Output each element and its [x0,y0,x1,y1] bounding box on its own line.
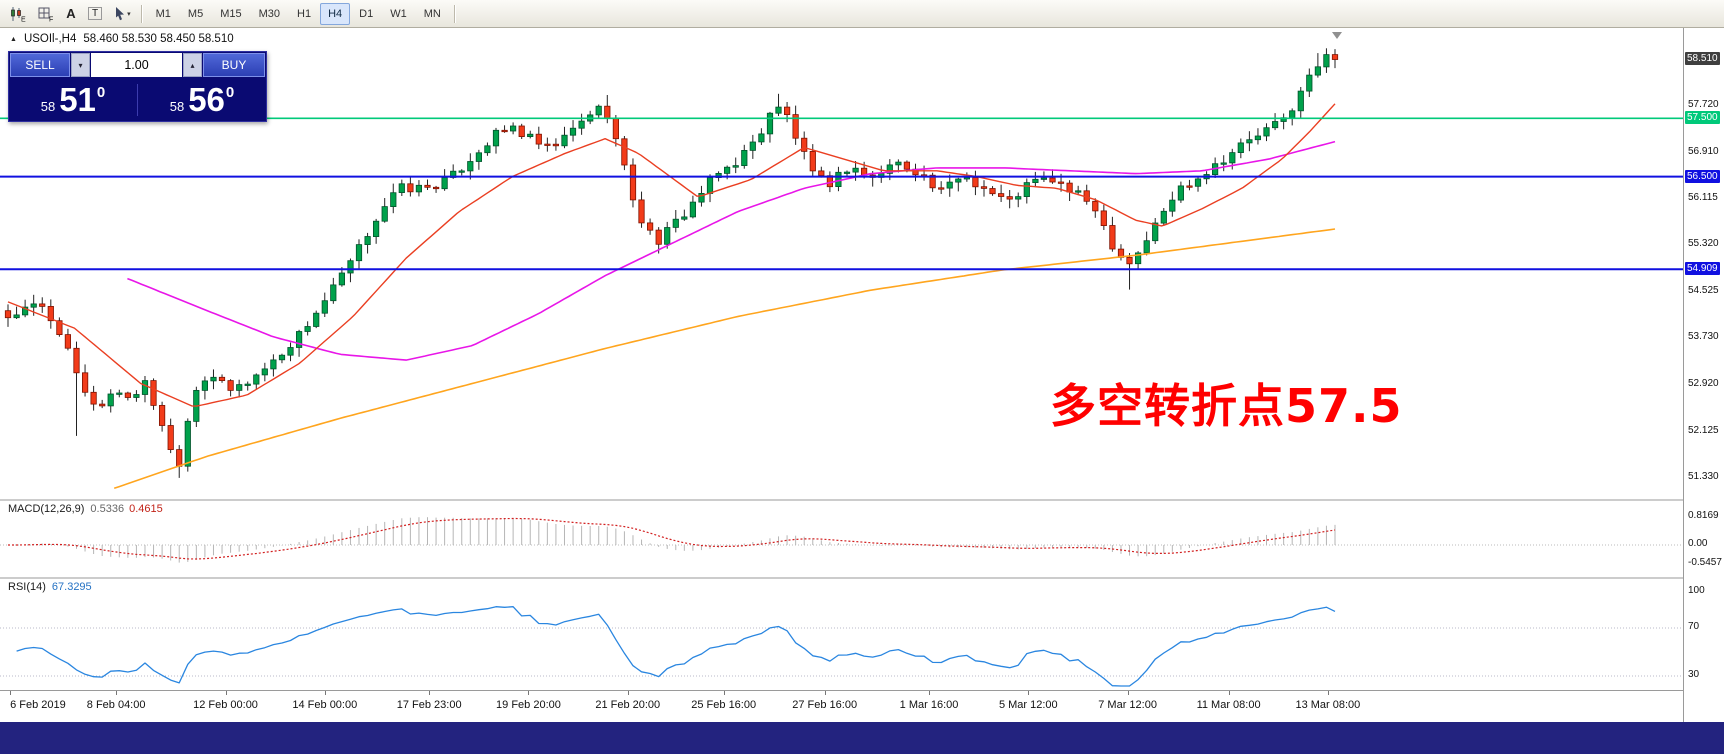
volume-dropdown-icon[interactable]: ▾ [71,53,90,77]
time-axis-tick [528,691,530,695]
time-axis-label: 5 Mar 12:00 [998,699,1058,711]
current-price-badge: 58.510 [1685,52,1720,66]
time-axis-tick [429,691,431,695]
toolbar-separator [453,4,456,23]
time-axis-label: 17 Feb 23:00 [396,699,462,711]
macd-axis-label: -0.5457 [1688,556,1722,568]
buy-button[interactable]: BUY [203,53,265,77]
price-axis-tick: 56.910 [1688,145,1719,157]
time-axis-label: 27 Feb 16:00 [792,699,858,711]
timeframe-button-d1[interactable]: D1 [351,3,381,25]
timeframe-button-m15[interactable]: M15 [212,3,249,25]
price-axis-tick: 52.125 [1688,424,1719,436]
timeframe-button-h4[interactable]: H4 [320,2,351,25]
grid-icon[interactable]: F [32,3,59,25]
timeframes-group: M1 M5 M15 M30 H1 H4 D1 W1 MN [148,2,449,25]
time-axis-label: 19 Feb 20:00 [496,699,561,711]
svg-text:E: E [21,16,26,22]
timeframe-button-w1[interactable]: W1 [382,3,415,25]
drawing-tools-group: E F A T ▾ [4,3,136,25]
toolbar-separator [140,4,143,23]
price-axis-tick: 57.720 [1688,98,1719,110]
time-axis-tick [627,691,629,695]
time-axis-tick [1028,691,1030,695]
time-axis-label: 21 Feb 20:00 [595,699,661,711]
timeframe-button-m1[interactable]: M1 [148,3,179,25]
bottom-bar [0,722,1724,754]
time-axis-label: 13 Mar 08:00 [1295,699,1361,711]
volume-spinner-icon[interactable]: ▴ [183,53,202,77]
time-axis-tick [1127,691,1129,695]
top-toolbar: E F A T ▾ M1 M5 M15 M30 H1 H4 D1 W1 MN [0,0,1724,28]
time-axis-label: 12 Feb 00:00 [193,699,258,711]
price-axis[interactable]: 57.720 56.910 56.115 55.320 54.525 53.730 52.9… [1683,28,1724,722]
price-axis-tick: 51.330 [1688,470,1719,482]
time-axis-tick [929,691,931,695]
time-axis[interactable]: 6 Feb 2019 8 Feb 04:00 12 Feb 00:00 14 Feb … [0,690,1683,722]
time-axis-label: 1 Mar 16:00 [899,699,959,711]
candles-layer [4,48,1339,478]
price-axis-tick: 56.115 [1688,192,1718,204]
timeframe-button-mn[interactable]: MN [416,3,449,25]
chart-title: ▲ USOIl-,H4 58.460 58.530 58.450 58.510 [10,33,234,45]
time-axis-tick [10,691,12,695]
rsi-indicator-label: RSI(14) 67.3295 [8,581,92,593]
time-axis-label: 7 Mar 12:00 [1098,699,1157,711]
time-axis-tick [225,691,227,695]
rsi-axis-label: 30 [1688,669,1700,680]
price-axis-tick: 55.320 [1688,238,1719,250]
chart-ohlc: 58.460 58.530 58.450 58.510 [83,33,234,45]
chart-shift-marker[interactable] [1332,32,1342,39]
price-level-badge: 57.500 [1685,111,1720,125]
rsi-axis-label: 70 [1688,621,1700,632]
svg-text:F: F [49,16,53,22]
indicator-panels-layer [0,517,1683,687]
price-level-badge: 56.500 [1685,169,1720,183]
time-axis-tick [116,691,118,695]
ask-price: 58 560 [169,80,235,118]
chart-symbol: USOIl-,H4 [23,33,77,45]
price-axis-tick: 53.730 [1688,331,1719,342]
time-axis-label: 14 Feb 00:00 [292,699,358,711]
price-level-badge: 54.909 [1685,262,1720,276]
text-box-icon[interactable]: T [83,3,107,25]
candlestick-chart-icon[interactable]: E [4,3,31,25]
chart-title-marker-icon: ▲ [10,35,17,43]
panel-frame-layer [0,32,1724,579]
timeframe-button-m5[interactable]: M5 [180,3,211,25]
bid-price: 58 510 [40,80,106,118]
text-label-icon[interactable]: A [60,3,82,25]
time-axis-tick [324,691,326,695]
time-axis-label: 11 Mar 08:00 [1196,699,1261,711]
rsi-axis-label: 100 [1688,585,1705,596]
time-axis-tick [723,691,725,695]
cursor-tool-icon[interactable]: ▾ [108,3,136,25]
sell-button[interactable]: SELL [10,53,70,77]
one-click-trading-panel: SELL ▾ 1.00 ▴ BUY 58 510 58 560 [8,51,267,122]
macd-indicator-label: MACD(12,26,9) 0.5336 0.4615 [8,503,163,515]
horizontal-levels-layer [0,117,1683,271]
macd-axis-label: 0.8169 [1688,510,1719,522]
price-divider [137,83,138,116]
time-axis-tick [1327,691,1329,695]
time-axis-tick [1228,691,1230,695]
macd-axis-label: 0.00 [1688,538,1708,549]
price-axis-tick: 54.525 [1688,284,1719,296]
time-axis-label: 6 Feb 2019 [10,699,66,711]
time-axis-tick [824,691,826,695]
time-axis-label: 8 Feb 04:00 [86,699,146,711]
volume-input[interactable]: 1.00 [91,53,182,77]
time-axis-label: 25 Feb 16:00 [691,699,757,711]
price-axis-tick: 52.920 [1688,378,1719,390]
annotation-text: 多空转折点57.5 [1050,379,1403,433]
timeframe-button-h1[interactable]: H1 [289,3,319,25]
timeframe-button-m30[interactable]: M30 [251,3,288,25]
